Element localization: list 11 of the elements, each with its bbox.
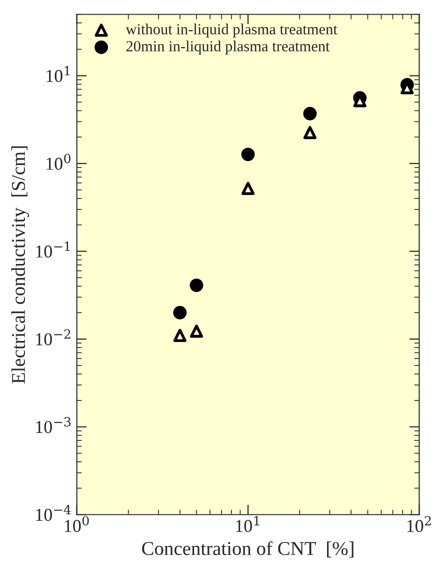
- x-axis-title: Concentration of CNT [%]: [142, 541, 354, 558]
- y-tick-label: 10$^{−1}$: [36, 241, 70, 258]
- x-tick-label: 10$^{1}$: [236, 516, 260, 532]
- y-tick-label: 10$^{0}$: [46, 154, 70, 170]
- y-tick-label: 10$^{1}$: [46, 66, 70, 82]
- legend-label: without in-liquid plasma treatment: [126, 24, 338, 38]
- y-axis-title: Electrical conductivity [S/cm]: [11, 146, 30, 384]
- y-tick-label: 10$^{−3}$: [36, 417, 70, 434]
- legend-label: 20min in-liquid plasma treatment: [126, 40, 330, 54]
- y-tick-label: 10$^{−2}$: [36, 329, 70, 346]
- x-tick-label: 10$^{2}$: [407, 516, 431, 532]
